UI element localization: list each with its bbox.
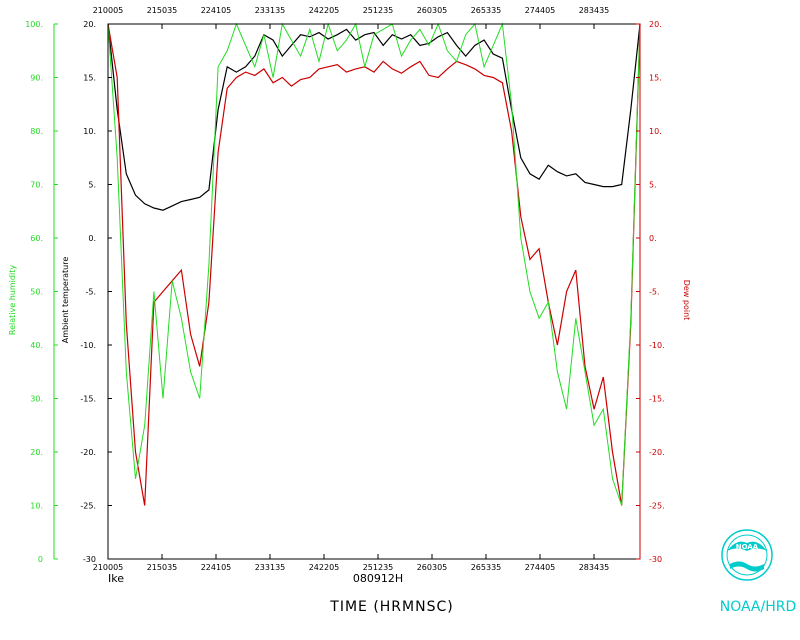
x-tick-label-top: 283435 — [579, 6, 610, 15]
rh-tick-label: 10. — [30, 502, 43, 511]
x-tick-label-top: 233135 — [255, 6, 286, 15]
x-tick-label-bottom: 274405 — [525, 563, 556, 572]
branding-label: NOAA/HRD — [720, 599, 797, 615]
x-tick-label-top: 260305 — [417, 6, 448, 15]
temp-tick-label: -5. — [85, 288, 96, 297]
temp-tick-label: 10. — [83, 127, 96, 136]
series-layer — [107, 22, 641, 506]
series-line-2 — [107, 22, 641, 506]
x-tick-label-top: 224105 — [201, 6, 232, 15]
rh-tick-label: 20. — [30, 448, 43, 457]
rh-tick-label: 0 — [38, 555, 43, 564]
x-tick-label-top: 215035 — [147, 6, 178, 15]
storm-name: Ike — [108, 572, 124, 585]
x-tick-label-bottom: 224105 — [201, 563, 232, 572]
ticks-layer: 210005 210005 215035 215035 224105 224105 2331… — [25, 6, 664, 572]
rh-tick-label: 50. — [30, 288, 43, 297]
dewpoint-tick-label: 5. — [649, 181, 657, 190]
rh-tick-label: 80. — [30, 127, 43, 136]
x-tick-label-bottom: 242205 — [309, 563, 340, 572]
dewpoint-tick-label: 0. — [649, 234, 657, 243]
temp-tick-label: -20. — [80, 448, 96, 457]
outer-y-axis-title: Relative humidity — [8, 265, 17, 335]
dewpoint-tick-label: 10. — [649, 127, 662, 136]
rh-tick-label: 100. — [25, 20, 43, 29]
x-tick-label-bottom: 251235 — [363, 563, 394, 572]
inner-y-axis-title: Ambient temperature — [61, 257, 70, 344]
dewpoint-tick-label: 20. — [649, 20, 662, 29]
dewpoint-tick-label: 15. — [649, 74, 662, 83]
x-tick-label-bottom: 265335 — [471, 563, 502, 572]
x-tick-label-top: 242205 — [309, 6, 340, 15]
x-tick-label-bottom: 283435 — [579, 563, 610, 572]
dewpoint-tick-label: -20. — [649, 448, 665, 457]
temp-tick-label: -30 — [83, 555, 96, 564]
dewpoint-tick-label: -5. — [649, 288, 660, 297]
temp-tick-label: 5. — [88, 181, 96, 190]
x-tick-label-top: 210005 — [93, 6, 124, 15]
series-line-1 — [107, 23, 641, 506]
x-tick-label-top: 265335 — [471, 6, 502, 15]
dewpoint-tick-label: -30 — [649, 555, 662, 564]
right-y-axis-title: Dew point — [682, 280, 691, 321]
temp-tick-label: 20. — [83, 20, 96, 29]
x-tick-label-bottom: 233135 — [255, 563, 286, 572]
x-tick-label-bottom: 215035 — [147, 563, 178, 572]
date-label: 080912H — [353, 572, 403, 585]
noaa-logo-text: NOAA — [736, 543, 759, 551]
dewpoint-tick-label: -15. — [649, 395, 665, 404]
rh-tick-label: 30. — [30, 395, 43, 404]
dewpoint-tick-label: -10. — [649, 341, 665, 350]
rh-tick-label: 90. — [30, 74, 43, 83]
x-tick-label-top: 274405 — [525, 6, 556, 15]
rh-tick-label: 60. — [30, 234, 43, 243]
temp-tick-label: -10. — [80, 341, 96, 350]
rh-tick-label: 70. — [30, 181, 43, 190]
plot-frame — [107, 23, 641, 560]
temp-tick-label: 15. — [83, 74, 96, 83]
temp-tick-label: -25. — [80, 502, 96, 511]
x-tick-label-bottom: 260305 — [417, 563, 448, 572]
x-tick-label-top: 251235 — [363, 6, 394, 15]
x-axis-title: TIME (HRMNSC) — [329, 599, 453, 615]
series-line-0 — [107, 23, 641, 211]
rh-tick-label: 40. — [30, 341, 43, 350]
temp-tick-label: 0. — [88, 234, 96, 243]
temp-tick-label: -15. — [80, 395, 96, 404]
noaa-logo-icon: NOAA — [721, 529, 773, 581]
dewpoint-tick-label: -25. — [649, 502, 665, 511]
x-tick-label-bottom: 210005 — [93, 563, 124, 572]
